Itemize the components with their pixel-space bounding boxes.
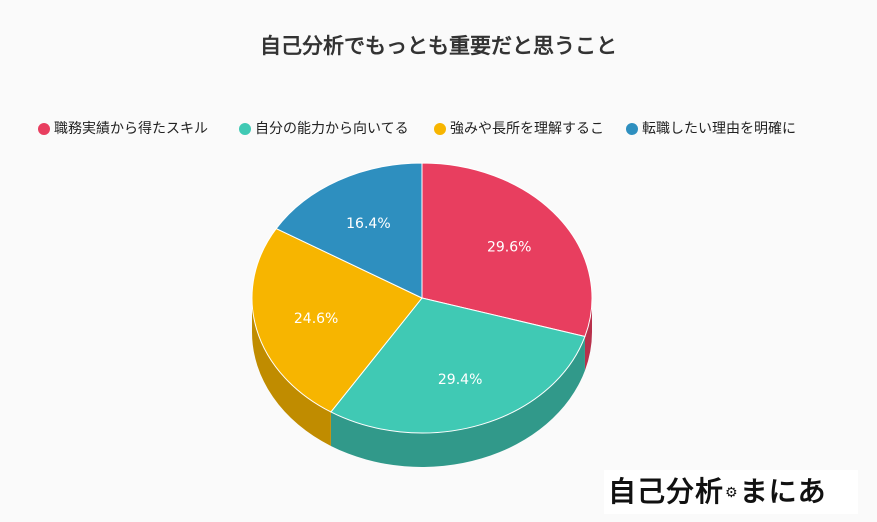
data-label-0: 29.6% xyxy=(487,239,531,255)
legend-color-3 xyxy=(626,123,638,135)
pie-slice-2[interactable] xyxy=(251,227,423,413)
chart-title: 自己分析でもっとも重要だと思うこと xyxy=(260,34,617,58)
pie-side-2 xyxy=(252,298,331,446)
legend-label-3: 転職したい理由を明確に xyxy=(642,121,796,137)
legend-color-2 xyxy=(434,123,446,135)
data-label-2: 24.6% xyxy=(294,311,338,327)
gear-icon: ⚙ xyxy=(725,485,739,501)
site-logo: 自己分析⚙まにあ xyxy=(604,470,858,514)
legend-color-1 xyxy=(239,123,251,135)
pie-slice-3[interactable] xyxy=(275,162,423,299)
pie-side-0 xyxy=(584,298,592,371)
logo-text-start: 自己分析 xyxy=(608,475,725,508)
pie-slice-1[interactable] xyxy=(330,297,586,434)
legend-label-2: 強みや長所を理解するこ xyxy=(450,121,604,137)
pie-slice-0[interactable] xyxy=(421,162,593,338)
data-label-3: 16.4% xyxy=(346,216,390,232)
legend-label-1: 自分の能力から向いてる xyxy=(255,121,409,137)
legend-label-0: 職務実績から得たスキル xyxy=(54,121,208,137)
data-label-1: 29.4% xyxy=(438,372,482,388)
logo-text-end: まにあ xyxy=(739,475,827,508)
pie-side-1 xyxy=(330,336,585,468)
legend-color-0 xyxy=(38,123,50,135)
